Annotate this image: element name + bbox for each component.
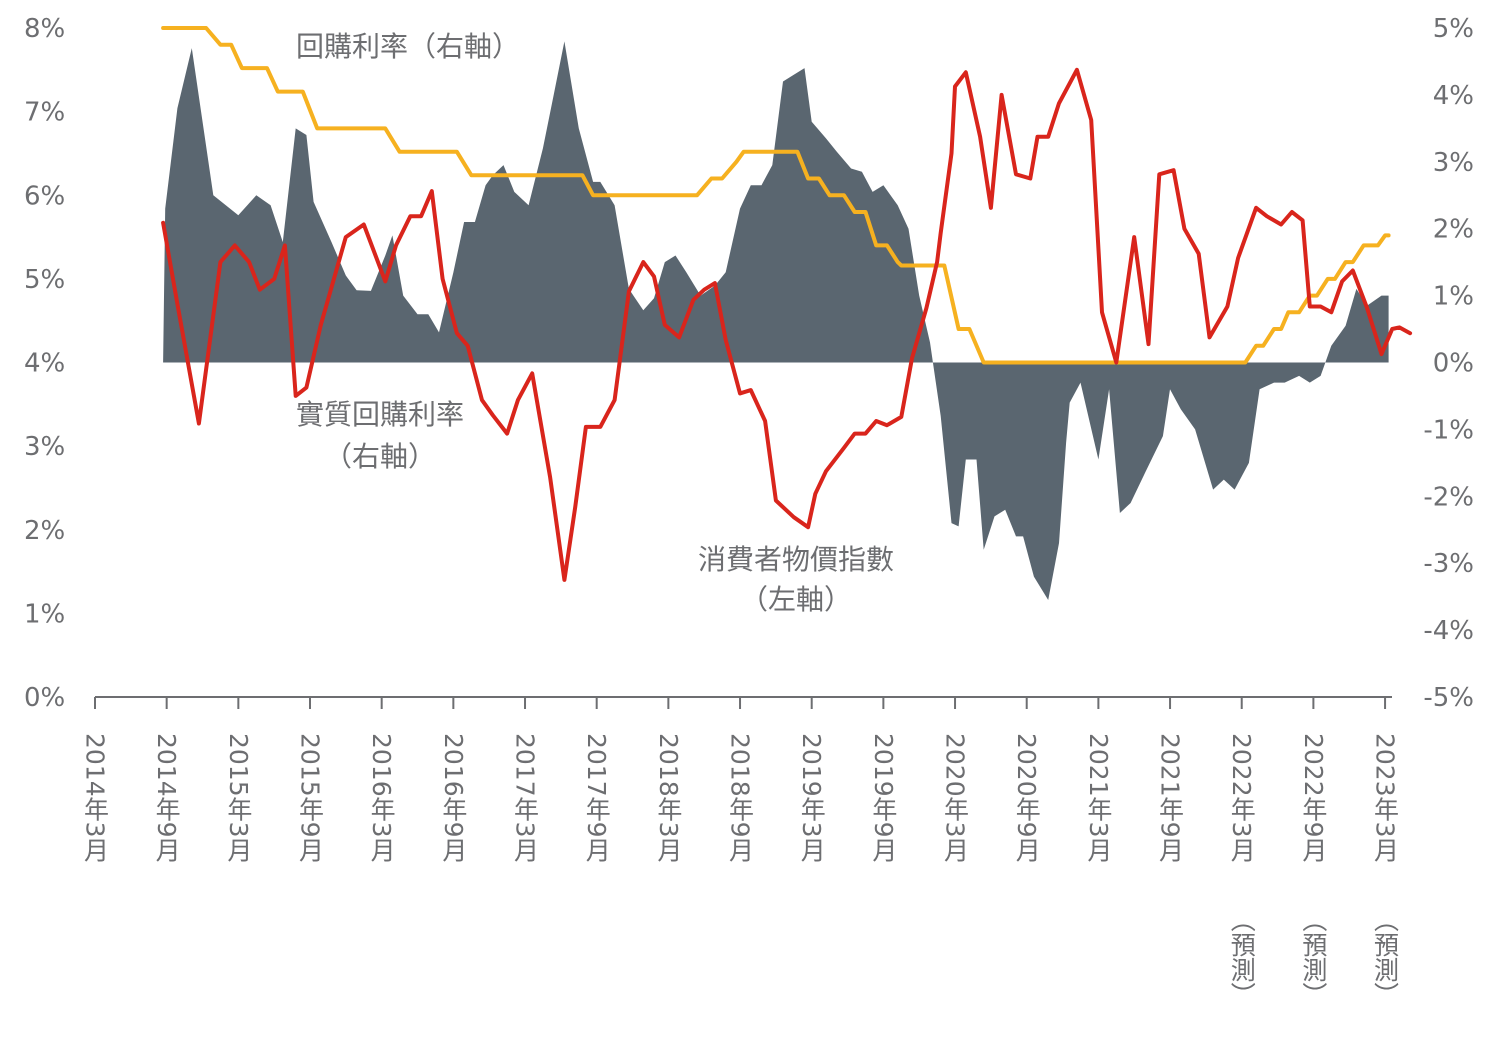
x-tick-label: 2022年9月 <box>1299 733 1328 863</box>
x-tick-label: 2021年3月 <box>1084 733 1113 863</box>
right-y-tick-label: -5% <box>1423 683 1474 713</box>
x-tick-label: 2020年3月 <box>941 733 970 863</box>
x-tick-label: 2017年9月 <box>582 733 611 863</box>
series-label: （右軸） <box>324 440 436 473</box>
repo-rate-line <box>161 26 1391 365</box>
x-tick-forecast-note: （預測） <box>1227 907 1256 1007</box>
series-labels-layer: 實質回購利率 （右軸） 回購利率（右軸） 消費者物價指數 （左軸） <box>296 30 894 616</box>
x-tick-forecast-note: （預測） <box>1371 907 1400 1007</box>
left-y-tick-label: 7% <box>24 98 65 128</box>
x-tick-label: 2023年3月 <box>1371 733 1400 863</box>
left-y-tick-label: 3% <box>24 432 65 462</box>
x-tick-label: 2018年9月 <box>726 733 755 863</box>
x-tick-label: 2015年9月 <box>296 733 325 863</box>
series-label: 回購利率（右軸） <box>296 30 520 63</box>
left-y-tick-label: 0% <box>24 683 65 713</box>
right-y-tick-label: -3% <box>1423 549 1474 579</box>
series-label: （左軸） <box>740 583 852 616</box>
x-tick-label: 2014年3月 <box>81 733 110 863</box>
x-tick-label: 2021年9月 <box>1156 733 1185 863</box>
series-label: 消費者物價指數 <box>698 543 894 576</box>
right-y-tick-label: 5% <box>1433 14 1474 44</box>
right-y-tick-label: 1% <box>1433 282 1474 312</box>
right-y-tick-label: 0% <box>1433 349 1474 379</box>
axes-layer: 2014年3月 2014年9月 2015年3月 2015年9月 2016年3月 2016年… <box>24 14 1474 1007</box>
right-y-tick-label: -2% <box>1423 482 1474 512</box>
real-repo-rate-area <box>163 41 1389 600</box>
series-label: 實質回購利率 <box>296 398 464 431</box>
left-y-tick-label: 5% <box>24 265 65 295</box>
x-tick-label: 2016年3月 <box>367 733 396 863</box>
right-y-tick-label: 4% <box>1433 81 1474 111</box>
left-y-tick-label: 1% <box>24 599 65 629</box>
right-y-tick-label: 2% <box>1433 215 1474 245</box>
left-y-tick-label: 2% <box>24 516 65 546</box>
x-tick-label: 2020年9月 <box>1012 733 1041 863</box>
x-tick-label: 2017年3月 <box>511 733 540 863</box>
x-tick-label: 2014年9月 <box>152 733 181 863</box>
right-y-tick-label: -4% <box>1423 616 1474 646</box>
x-tick-label: 2019年3月 <box>797 733 826 863</box>
left-y-tick-label: 6% <box>24 181 65 211</box>
x-tick-label: 2019年9月 <box>869 733 898 863</box>
real-repo-rate-area-layer <box>163 41 1389 600</box>
left-y-tick-label: 8% <box>24 14 65 44</box>
right-y-tick-label: -1% <box>1423 415 1474 445</box>
x-tick-forecast-note: （預測） <box>1299 907 1328 1007</box>
left-y-tick-label: 4% <box>24 349 65 379</box>
series-lines-layer <box>161 26 1413 582</box>
right-y-tick-label: 3% <box>1433 148 1474 178</box>
cpi-line <box>161 67 1413 582</box>
x-tick-label: 2018年3月 <box>654 733 683 863</box>
x-tick-label: 2015年3月 <box>224 733 253 863</box>
x-tick-label: 2022年3月 <box>1227 733 1256 863</box>
x-tick-label: 2016年9月 <box>439 733 468 863</box>
